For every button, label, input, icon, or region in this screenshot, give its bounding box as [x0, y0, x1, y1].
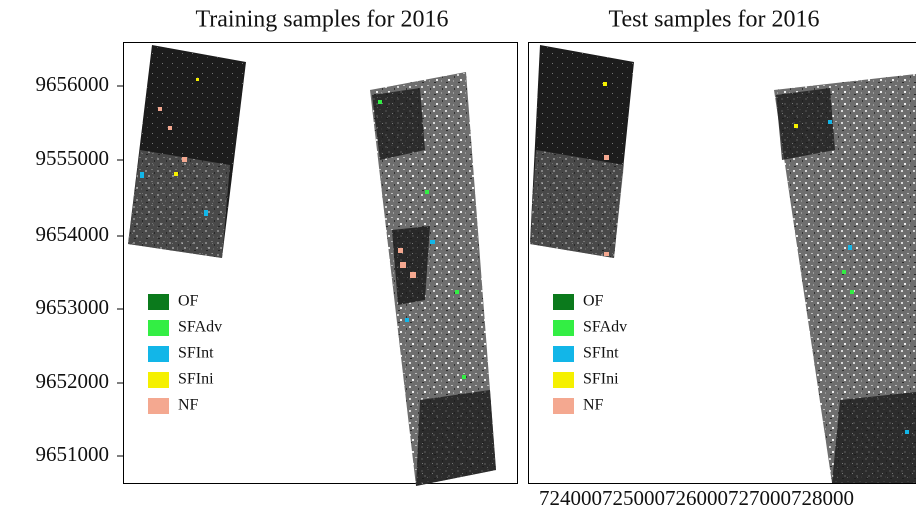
legend-swatch [553, 372, 574, 388]
legend-swatch [553, 346, 574, 362]
legend-swatch [553, 320, 574, 336]
legend-swatch [148, 372, 169, 388]
legend-label: SFInt [178, 345, 214, 362]
satellite-tile [530, 150, 624, 258]
legend-label: NF [178, 397, 199, 414]
y-tick-label: 9555000 [36, 146, 110, 170]
x-tick-label: 725000 [602, 486, 665, 510]
legend-label: SFInt [583, 345, 619, 362]
legend-swatch [148, 346, 169, 362]
legend-label: SFIni [178, 371, 214, 388]
dark-area [776, 88, 835, 160]
legend-label: OF [583, 293, 604, 310]
x-tick-label: 724000 [539, 486, 602, 510]
x-tick-label: 726000 [665, 486, 728, 510]
y-tick-label: 9653000 [36, 295, 110, 319]
dark-area [832, 392, 916, 483]
legend-swatch [148, 294, 169, 310]
legend-label: SFIni [583, 371, 619, 388]
x-tick-label: 727000 [728, 486, 791, 510]
legend-label: SFAdv [178, 319, 222, 336]
figure: Training samples for 2016 OF SFAdv SFInt SFI… [0, 0, 916, 519]
legend-label: OF [178, 293, 199, 310]
y-tick-label: 9654000 [36, 222, 110, 246]
legend-label: SFAdv [583, 319, 627, 336]
panel-title: Training samples for 2016 [195, 7, 448, 33]
x-tick-label: 728000 [791, 486, 854, 510]
legend-swatch [553, 294, 574, 310]
y-tick-label: 9656000 [36, 72, 110, 96]
legend-swatch [148, 398, 169, 414]
satellite-tile [128, 150, 230, 258]
dark-area [372, 88, 425, 160]
y-tick-label: 9652000 [36, 369, 110, 393]
y-tick-label: 9651000 [36, 442, 110, 466]
legend-swatch [148, 320, 169, 336]
legend-label: NF [583, 397, 604, 414]
legend-swatch [553, 398, 574, 414]
dark-area [392, 226, 430, 305]
dark-area [416, 390, 496, 486]
panel-title: Test samples for 2016 [609, 7, 820, 33]
